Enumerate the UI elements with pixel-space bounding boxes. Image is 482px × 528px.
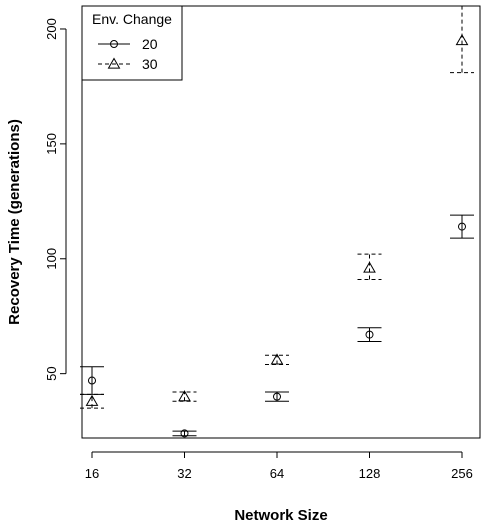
data-point bbox=[178, 390, 191, 402]
data-point bbox=[85, 394, 99, 406]
legend: Env. Change 20 30 bbox=[81, 5, 183, 81]
legend-title: Env. Change bbox=[92, 11, 172, 27]
data-point bbox=[455, 33, 469, 46]
legend-marker bbox=[110, 40, 118, 48]
series-30 bbox=[80, 5, 474, 409]
legend-box bbox=[81, 5, 183, 81]
y-tick-label: 100 bbox=[44, 248, 59, 270]
x-tick-label: 64 bbox=[270, 466, 284, 481]
y-axis: 50 100 150 200 bbox=[44, 18, 67, 381]
y-tick-label: 50 bbox=[44, 366, 59, 380]
x-tick-label: 32 bbox=[177, 466, 191, 481]
data-point bbox=[458, 222, 466, 231]
data-point bbox=[363, 261, 376, 273]
legend-label: 30 bbox=[142, 56, 158, 72]
legend-label: 20 bbox=[142, 36, 158, 52]
x-tick-label: 256 bbox=[451, 466, 473, 481]
data-point bbox=[273, 392, 281, 401]
x-axis-title: Network Size bbox=[234, 507, 327, 524]
data-point bbox=[88, 376, 96, 385]
y-axis-title: Recovery Time (generations) bbox=[6, 119, 23, 325]
data-point bbox=[365, 330, 374, 339]
data-point bbox=[180, 429, 189, 438]
y-tick-label: 200 bbox=[44, 18, 59, 40]
x-tick-label: 128 bbox=[359, 466, 381, 481]
x-tick-label: 16 bbox=[85, 466, 99, 481]
x-axis: 16 32 64 128 256 bbox=[85, 451, 473, 481]
plot-frame bbox=[81, 5, 481, 439]
y-tick-label: 150 bbox=[44, 133, 59, 155]
series-20 bbox=[80, 214, 474, 438]
data-point bbox=[270, 353, 284, 365]
series-layer bbox=[80, 5, 474, 438]
legend-marker bbox=[107, 57, 121, 69]
